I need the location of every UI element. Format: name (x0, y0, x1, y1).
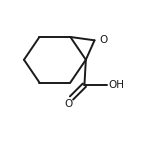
Text: O: O (99, 35, 108, 45)
Text: OH: OH (108, 80, 124, 90)
Text: O: O (65, 99, 73, 109)
